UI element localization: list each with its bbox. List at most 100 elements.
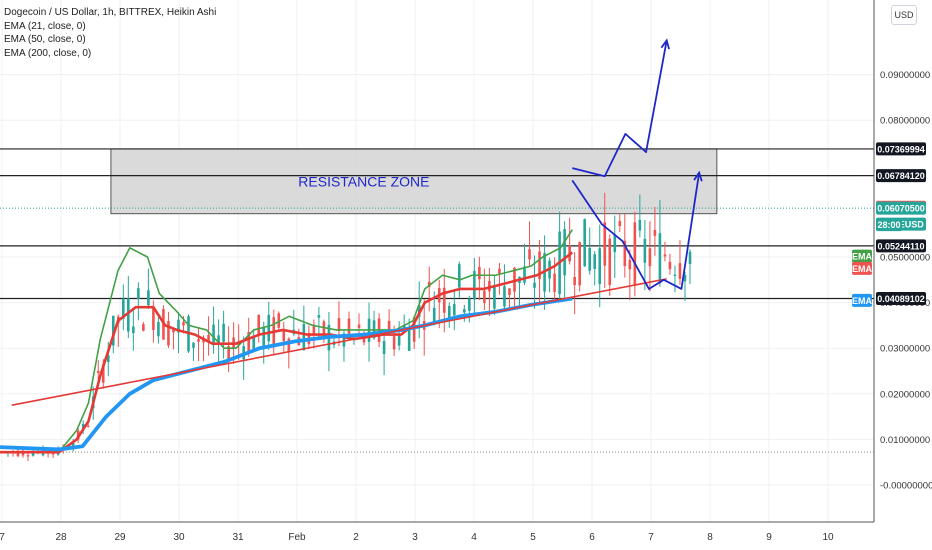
price-tag-label: EMA <box>852 264 873 274</box>
candle-body <box>212 324 215 346</box>
y-tick-label: -0.00000000 <box>880 481 932 492</box>
candle-body <box>127 298 130 332</box>
x-axis-labels: 7 28 29 30 31 Feb 2 3 4 5 6 7 8 9 10 <box>0 532 834 543</box>
legend-ema50: EMA (50, close, 0) <box>4 34 86 45</box>
candle-body <box>458 264 461 288</box>
candle-body <box>342 333 346 347</box>
candle-body <box>397 333 401 346</box>
support-trendline <box>11 278 667 406</box>
candle-body <box>96 371 100 374</box>
candle-body <box>603 222 607 266</box>
candle-body <box>478 266 481 280</box>
candle-body <box>648 248 652 267</box>
candle-body <box>668 261 672 270</box>
x-tick-label: 4 <box>471 532 477 543</box>
projection-paths <box>571 38 703 290</box>
candle-body <box>267 314 271 342</box>
bullish-path <box>572 40 668 178</box>
resistance-zone-label: RESISTANCE ZONE <box>298 173 429 189</box>
candle-body <box>442 287 446 313</box>
candle-body <box>197 339 200 342</box>
x-tick-label: 10 <box>822 532 834 543</box>
candle-body <box>618 221 622 227</box>
candle-body <box>508 288 511 295</box>
candle-body <box>523 266 526 283</box>
x-tick-label: 7 <box>0 532 5 543</box>
ema-21-line <box>0 229 573 453</box>
currency-button[interactable]: USD <box>891 5 917 25</box>
candle-body <box>493 286 496 309</box>
x-tick-label: 31 <box>232 532 244 543</box>
candle-body <box>147 290 150 306</box>
price-tag-label: 0.07369994 <box>877 144 925 154</box>
candle-body <box>382 340 386 354</box>
candle-body <box>588 248 592 271</box>
candle-body <box>192 342 195 348</box>
price-tag-label: EMA <box>852 296 873 306</box>
price-tag-label: 0.04089102 <box>877 294 925 304</box>
candle-body <box>473 271 476 300</box>
candle-body <box>312 324 316 335</box>
candle-body <box>387 320 391 330</box>
grid <box>0 0 874 522</box>
x-tick-label: 30 <box>173 532 185 543</box>
y-tick-label: 0.09000000 <box>880 70 930 81</box>
candle-body <box>553 273 556 292</box>
candle-body <box>593 254 597 269</box>
time-axis[interactable] <box>0 522 874 550</box>
candle-body <box>101 364 105 383</box>
candle-body <box>638 219 642 231</box>
candle-body <box>172 329 175 333</box>
candle-body <box>432 307 436 324</box>
price-axis[interactable] <box>874 0 932 550</box>
candle-body <box>407 328 411 351</box>
candle-body <box>252 335 255 350</box>
x-tick-label: 2 <box>353 532 359 543</box>
price-tag-bg <box>852 249 872 263</box>
candle-body <box>608 238 612 285</box>
candle-body <box>132 326 135 334</box>
candle-body <box>157 321 160 337</box>
candle-body <box>453 304 456 316</box>
candle-body <box>678 263 682 279</box>
price-tag-bg <box>876 218 902 232</box>
candle-body <box>653 229 657 236</box>
candle-body <box>578 242 581 286</box>
candle-body <box>227 346 230 361</box>
candle-body <box>106 355 110 362</box>
price-tag-label: 28:00 <box>877 220 900 230</box>
candle-body <box>683 275 687 282</box>
candle-body <box>598 248 602 284</box>
price-tag-label: 0.06784120 <box>877 171 925 181</box>
candle-body <box>122 298 125 319</box>
bearish-path-arrowhead <box>693 170 703 182</box>
candle-body <box>688 251 692 264</box>
candle-body <box>673 274 677 276</box>
x-tick-label: 8 <box>707 532 713 543</box>
candle-body <box>563 229 566 276</box>
candle-body <box>427 281 431 287</box>
trendlines <box>11 278 667 406</box>
candle-body <box>317 315 321 318</box>
x-tick-label: 3 <box>412 532 418 543</box>
chart-legend: Dogecoin / US Dollar, 1h, BITTREX, Heiki… <box>4 6 216 60</box>
candle-body <box>287 338 291 352</box>
candle-body <box>71 443 75 448</box>
price-tag-bg <box>852 261 872 275</box>
price-tag-label: EMA <box>852 252 873 262</box>
y-tick-label: 0.02000000 <box>880 389 930 400</box>
candle-body <box>111 315 115 346</box>
candle-body <box>503 286 506 307</box>
ema-50-line <box>0 251 574 454</box>
candle-body <box>468 298 471 311</box>
price-tag-bg <box>876 292 926 306</box>
bullish-path-arrowhead <box>660 38 670 50</box>
resistance-zone <box>110 148 718 215</box>
candle-body <box>26 455 30 457</box>
candle-body <box>583 219 586 267</box>
candle-body <box>302 324 306 351</box>
price-tags: 0.073699940.067841200.06090000DOGEUSD0.0… <box>852 142 926 307</box>
legend-ema21: EMA (21, close, 0) <box>4 20 86 32</box>
price-tag-label: 0.06070500 <box>877 204 925 214</box>
